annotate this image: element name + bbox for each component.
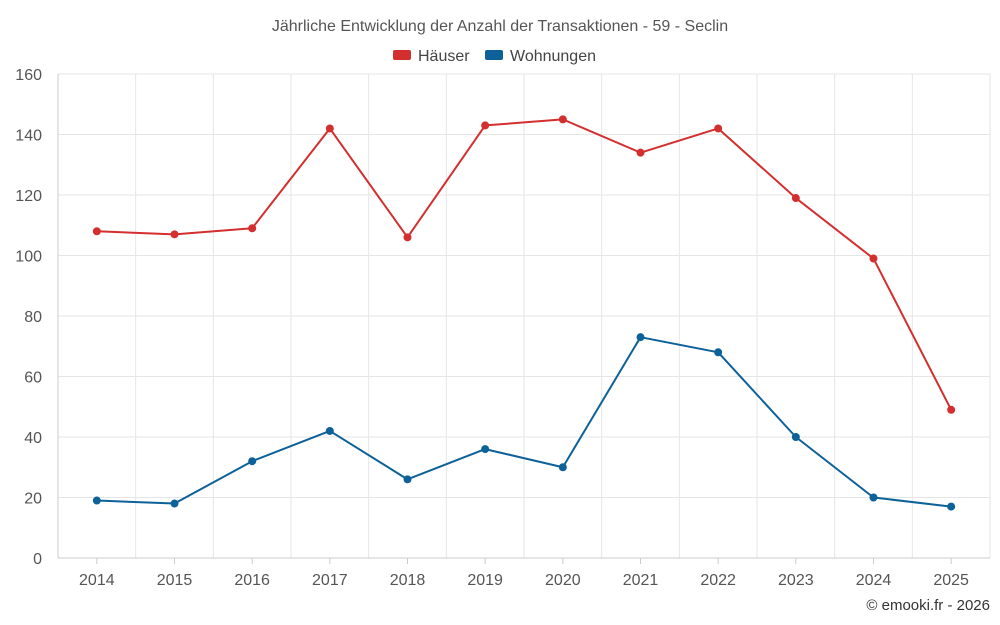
x-tick-label-2019: 2019 — [467, 572, 503, 589]
x-tick-label-2017: 2017 — [312, 572, 348, 589]
legend-label-wohnungen: Wohnungen — [510, 48, 596, 65]
credit-text: © emooki.fr - 2026 — [866, 597, 990, 614]
x-tick-label-2023: 2023 — [778, 572, 814, 589]
point-wohnungen-2017 — [325, 426, 334, 435]
x-tick-label-2021: 2021 — [623, 572, 659, 589]
x-tick-label-2014: 2014 — [79, 572, 115, 589]
point-haeuser-2020 — [558, 115, 567, 124]
point-haeuser-2025 — [947, 405, 956, 414]
x-tick-label-2022: 2022 — [700, 572, 736, 589]
y-tick-label-120: 120 — [15, 188, 42, 205]
chart-title: Jährliche Entwicklung der Anzahl der Tra… — [272, 18, 728, 35]
point-wohnungen-2015 — [170, 499, 179, 508]
series-line-haeuser — [96, 118, 953, 411]
point-haeuser-2024 — [869, 254, 878, 263]
point-wohnungen-2016 — [248, 457, 257, 466]
legend-label-haeuser: Häuser — [418, 48, 470, 65]
point-wohnungen-2014 — [92, 496, 101, 505]
y-tick-label-60: 60 — [24, 370, 42, 387]
x-tick-label-2018: 2018 — [390, 572, 426, 589]
point-wohnungen-2022 — [714, 348, 723, 357]
legend: Häuser Wohnungen — [393, 48, 596, 65]
y-tick-label-20: 20 — [24, 491, 42, 508]
legend-item-haeuser[interactable]: Häuser — [393, 48, 470, 65]
legend-swatch-wohnungen — [485, 50, 503, 60]
x-tick-label-2020: 2020 — [545, 572, 581, 589]
point-wohnungen-2023 — [791, 433, 800, 441]
point-wohnungen-2021 — [636, 333, 645, 342]
point-wohnungen-2024 — [869, 493, 878, 502]
legend-swatch-haeuser — [393, 50, 411, 60]
x-tick-label-2016: 2016 — [234, 572, 270, 589]
point-haeuser-2023 — [791, 194, 800, 203]
point-haeuser-2016 — [248, 224, 257, 233]
y-tick-label-100: 100 — [15, 249, 42, 266]
x-tick-label-2024: 2024 — [856, 572, 892, 589]
x-tick-label-2015: 2015 — [157, 572, 193, 589]
point-haeuser-2015 — [170, 230, 179, 239]
y-tick-label-160: 160 — [15, 67, 42, 84]
point-wohnungen-2020 — [558, 463, 567, 472]
y-tick-label-80: 80 — [24, 309, 42, 326]
point-haeuser-2021 — [636, 148, 645, 157]
point-haeuser-2014 — [92, 227, 101, 236]
point-haeuser-2017 — [325, 124, 334, 133]
x-tick-label-2025: 2025 — [933, 572, 969, 589]
point-wohnungen-2019 — [481, 445, 490, 454]
plot-area: 0 20 40 60 80 100 120 140 160 2014 2015 2016 2017 201… — [15, 67, 991, 589]
point-wohnungen-2018 — [403, 475, 412, 484]
series-line-wohnungen — [96, 336, 952, 508]
legend-item-wohnungen[interactable]: Wohnungen — [485, 48, 596, 65]
point-wohnungen-2025 — [947, 502, 956, 511]
point-haeuser-2022 — [714, 124, 723, 133]
y-tick-label-40: 40 — [24, 430, 42, 447]
y-tick-label-0: 0 — [33, 551, 42, 568]
y-tick-label-140: 140 — [15, 128, 42, 145]
point-haeuser-2019 — [481, 121, 490, 130]
point-haeuser-2018 — [403, 233, 412, 242]
